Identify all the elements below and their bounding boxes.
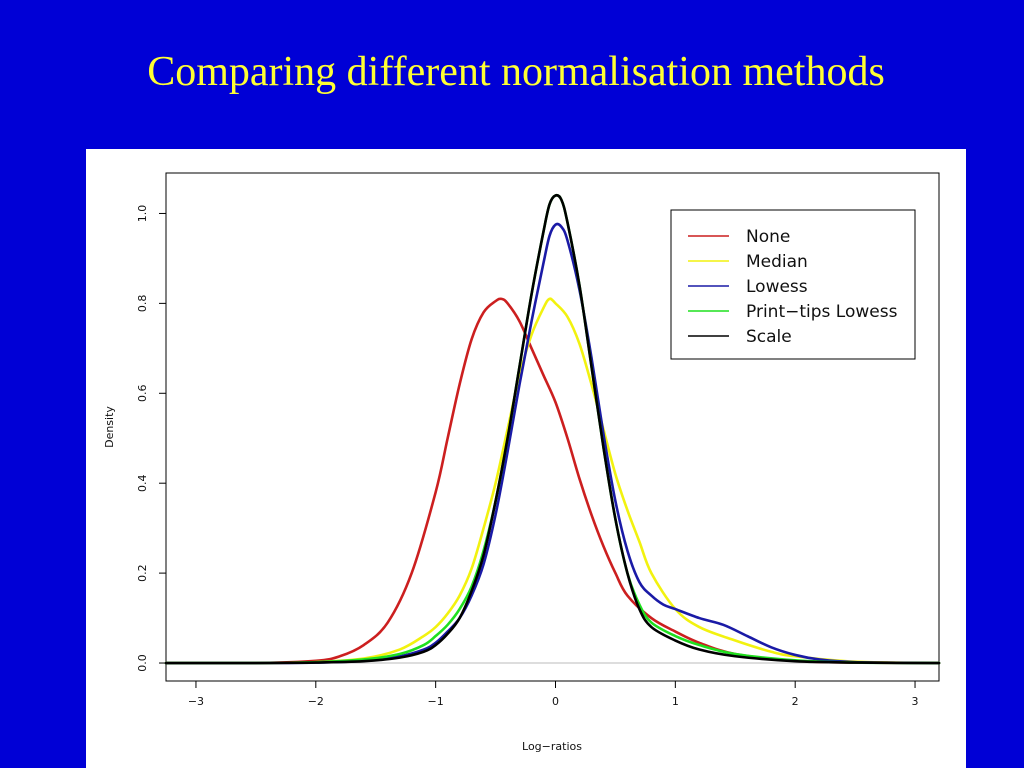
y-tick-label: 0.6 (136, 385, 149, 403)
x-axis-title: Log−ratios (522, 740, 582, 753)
y-tick-label: 1.0 (136, 205, 149, 223)
legend: None Median Lowess Print−tips Lowess Scale (670, 209, 916, 360)
y-tick-label: 0.2 (136, 564, 149, 582)
slide-title: Comparing different normalisation method… (147, 49, 885, 95)
y-tick-label: 0.8 (136, 295, 149, 313)
y-tick-label: 0.0 (136, 654, 149, 672)
series-line-scale (164, 193, 941, 665)
series-line-lowess (164, 222, 941, 665)
legend-label-median: Median (746, 252, 808, 272)
x-tick-label: 1 (672, 695, 679, 708)
x-tick-label: −3 (188, 695, 204, 708)
legend-label-lowess: Lowess (746, 277, 808, 297)
y-axis-title: Density (103, 406, 116, 448)
legend-label-scale: Scale (746, 327, 792, 347)
legend-label-none: None (746, 227, 790, 247)
legend-label-print-tips-lowess: Print−tips Lowess (746, 302, 898, 322)
x-tick-label: −2 (308, 695, 324, 708)
y-tick-label: 0.4 (136, 474, 149, 492)
x-tick-label: 3 (912, 695, 919, 708)
plot-frame (165, 172, 940, 682)
series-line-median (164, 297, 941, 665)
density-chart: −3 −2 −1 0 1 2 3 0.0 0.2 0.4 0.6 0.8 1.0 Log−ratios… (103, 172, 941, 753)
series-line-none (164, 297, 941, 665)
figure-panel: −3 −2 −1 0 1 2 3 0.0 0.2 0.4 0.6 0.8 1.0 Log−ratios… (86, 149, 966, 768)
series-layer (164, 193, 941, 665)
x-axis: −3 −2 −1 0 1 2 3 (188, 681, 919, 708)
x-tick-label: 0 (552, 695, 559, 708)
y-axis: 0.0 0.2 0.4 0.6 0.8 1.0 (136, 205, 166, 672)
x-tick-label: −1 (428, 695, 444, 708)
x-tick-label: 2 (792, 695, 799, 708)
legend-box (670, 209, 916, 360)
